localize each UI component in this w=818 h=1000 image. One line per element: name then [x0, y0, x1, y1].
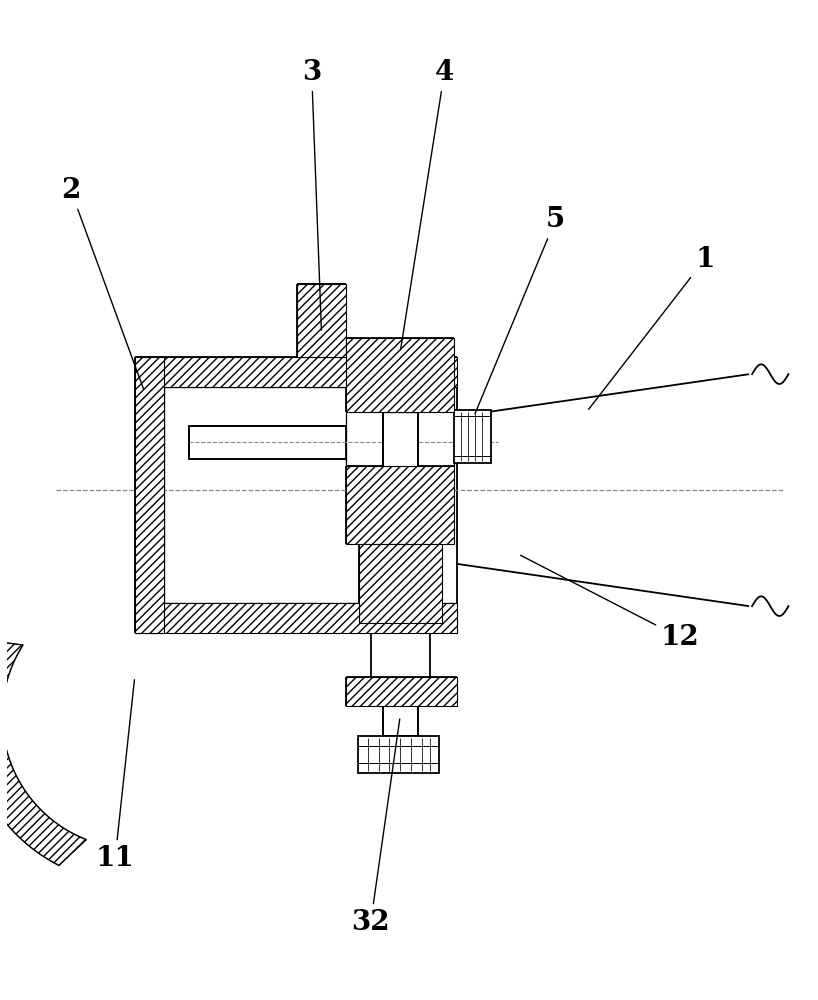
- Polygon shape: [189, 426, 346, 459]
- Polygon shape: [359, 544, 443, 623]
- Polygon shape: [0, 640, 86, 865]
- Polygon shape: [358, 736, 439, 773]
- Polygon shape: [135, 357, 164, 633]
- Polygon shape: [135, 357, 457, 387]
- Polygon shape: [297, 284, 346, 357]
- Text: 11: 11: [96, 680, 134, 872]
- Polygon shape: [384, 706, 418, 736]
- Polygon shape: [346, 466, 454, 544]
- Text: 1: 1: [589, 246, 715, 409]
- Text: 12: 12: [520, 555, 699, 651]
- Polygon shape: [346, 677, 457, 706]
- Polygon shape: [384, 412, 418, 544]
- Text: 32: 32: [352, 719, 400, 936]
- Polygon shape: [454, 410, 491, 463]
- Polygon shape: [135, 603, 457, 633]
- Polygon shape: [346, 338, 454, 412]
- Text: 4: 4: [401, 59, 454, 350]
- Text: 2: 2: [61, 177, 144, 389]
- Text: 5: 5: [475, 206, 565, 414]
- Text: 3: 3: [302, 59, 321, 330]
